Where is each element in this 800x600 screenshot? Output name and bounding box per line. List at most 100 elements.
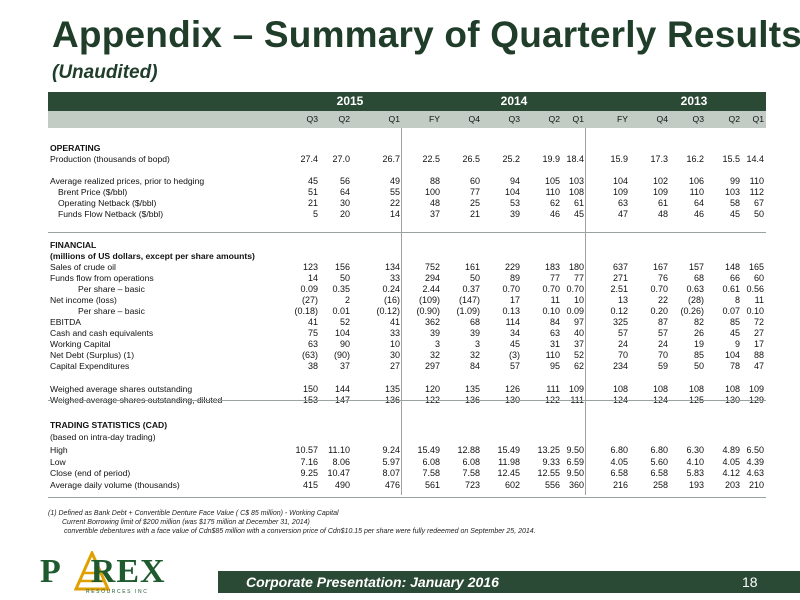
table-row: Cash and cash equivalents 75 104 33 39 39 34 63… [48,327,766,340]
table-cell: 15.49 [497,445,520,455]
table-cell: 109 [568,384,584,394]
table-row: EBITDA 41 52 41 362 68 114 84 97 325 87 82 85 72 [48,316,766,329]
row-label: Working Capital [50,339,111,349]
footer-title: Corporate Presentation: January 2016 [246,574,499,590]
table-cell: 17 [753,339,764,349]
page-subtitle: (Unaudited) [52,62,158,83]
table-cell: 7.58 [422,468,440,478]
table-cell: 103 [568,176,584,186]
table-cell: 4.10 [686,457,704,467]
table-cell: 104 [612,176,628,186]
table-cell: 45 [729,328,740,338]
table-cell: 108 [652,384,668,394]
table-cell: 31 [549,339,560,349]
table-cell: 210 [748,480,764,490]
table-cell: 27.0 [332,154,350,164]
table-cell: 109 [612,187,628,197]
table-cell: 57 [617,328,628,338]
table-cell: 561 [424,480,440,490]
table-cell: 11 [550,295,560,305]
table-cell: 45 [573,209,584,219]
table-row: Weighed average shares outstanding 150 144… [48,383,766,396]
table-cell: 110 [689,187,704,197]
table-cell: 6.30 [686,445,704,455]
table-cell: 2.51 [610,284,628,294]
table-cell: 82 [693,317,704,327]
table-cell: 27 [389,361,400,371]
row-label: Cash and cash equivalents [50,328,154,338]
table-cell: 8 [734,295,740,305]
table-cell: 32 [429,350,440,360]
table-cell: 11.98 [498,457,520,467]
table-row: (based on intra-day trading) [48,431,766,444]
table-cell: 85 [729,317,740,327]
table-cell: 325 [612,317,628,327]
table-cell: 21 [469,209,480,219]
table-cell: 110 [545,187,560,197]
table-cell: 97 [573,317,584,327]
row-label: (millions of US dollars, except per shar… [50,251,255,261]
table-cell: 216 [612,480,628,490]
table-cell: 25.2 [502,154,520,164]
year-header-band: 2015 2014 2013 [48,92,766,111]
table-cell: 62 [549,198,560,208]
derrick-icon [73,551,111,591]
table-cell: (27) [301,295,318,305]
table-cell: 360 [568,480,584,490]
table-cell: 0.09 [566,306,584,316]
row-label: High [50,445,68,455]
table-cell: 25 [469,198,480,208]
table-cell: 18.4 [566,154,584,164]
table-cell: 48 [429,198,440,208]
table-cell: 102 [652,176,668,186]
table-cell: 156 [334,262,350,272]
table-cell: 64 [693,198,704,208]
table-cell: 89 [509,273,520,283]
table-cell: (147) [458,295,480,305]
table-row: Per share – basic (0.18) 0.01 (0.12) (0.90) (… [48,305,766,318]
table-row: Funds Flow Netback ($/bbl) 5 20 14 37 21 39 46 4… [48,208,766,221]
table-cell: 148 [724,262,740,272]
table-cell: 50 [753,209,764,219]
table-cell: 13.25 [537,445,560,455]
table-cell: 0.10 [542,306,560,316]
table-cell: 87 [657,317,668,327]
table-cell: 637 [612,262,628,272]
table-cell: 58 [729,198,740,208]
table-cell: 90 [339,339,350,349]
table-cell: 0.07 [722,306,740,316]
column-header: Q4 [656,114,668,124]
table-cell: 234 [612,361,628,371]
table-cell: 6.80 [610,445,628,455]
table-cell: 8.07 [382,468,400,478]
table-cell: 22.5 [422,154,440,164]
row-divider [48,232,766,233]
table-cell: 10.57 [295,445,318,455]
table-cell: 0.70 [542,284,560,294]
table-cell: 10.47 [327,468,350,478]
row-divider [48,497,766,498]
table-cell: 105 [544,176,560,186]
table-cell: 39 [469,328,480,338]
table-cell: 229 [504,262,520,272]
company-logo: PREX RESOURCES INC [40,551,180,599]
table-cell: 40 [573,328,584,338]
table-cell: 15.9 [610,154,628,164]
table-cell: 11 [754,295,764,305]
table-cell: (16) [383,295,400,305]
table-cell: 6.80 [650,445,668,455]
table-cell: 0.35 [332,284,350,294]
table-cell: 47 [617,209,628,219]
column-header: Q1 [388,114,400,124]
table-cell: 5.83 [686,468,704,478]
footer-bar [218,571,800,593]
table-cell: 106 [688,176,704,186]
year-2013: 2013 [680,94,708,108]
table-cell: 19 [693,339,704,349]
table-cell: 13 [617,295,628,305]
table-cell: 41 [307,317,318,327]
table-cell: 46 [549,209,560,219]
table-cell: 45 [509,339,520,349]
table-cell: 103 [724,187,740,197]
table-cell: (3) [509,350,520,360]
